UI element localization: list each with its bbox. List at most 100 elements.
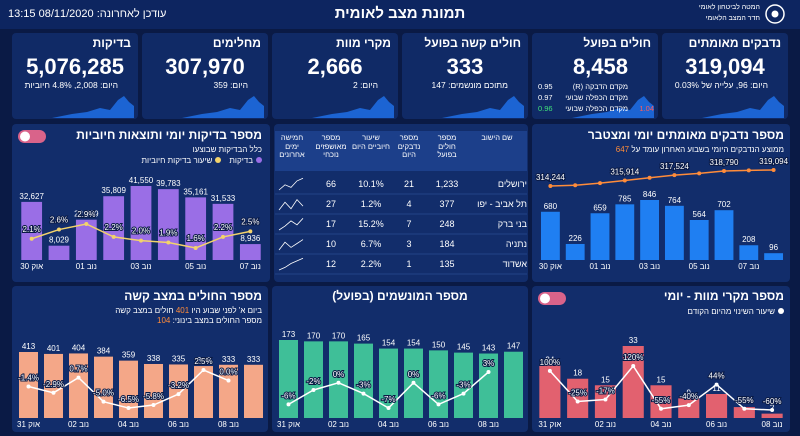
bar-value-label: 325 [197,356,211,365]
x-tick-label: נוב 02 [68,420,89,429]
kpi-subtitle: היום: 96, עלייה של 0.03% [674,80,768,90]
kpi-sparkline [52,96,134,118]
line-value-label: 0.7% [69,365,87,374]
line-point [548,184,553,188]
bar-value-label: 154 [382,339,396,348]
bar [44,353,63,418]
line-point [336,380,341,385]
bar [640,200,660,260]
chart-note: ממוצע הנדבקים היומי בשבוע האחרון עומד על… [616,145,784,154]
org-name: המטה לביטחון לאומי [698,4,760,11]
line-point [622,178,627,183]
kpi-title: בדיקות [92,36,131,50]
x-tick-label: נוב 04 [650,420,671,429]
chart-title: מספר נדבקים מאומתים יומי ומצטבר [587,128,784,142]
org-name: חדר המצב הלאומי [705,15,760,22]
kpi-card [272,33,398,119]
line-point [631,364,636,368]
line-point [722,169,726,174]
bar-value-label: 35,809 [101,186,126,195]
kpi-metric-label: מקדם הכפלה שבועי [565,93,628,102]
line-point [575,399,580,404]
x-tick-label: נוב 06 [168,420,189,429]
x-tick-label: נוב 01 [76,262,97,271]
line-point [126,406,131,410]
bar-value-label: 147 [507,342,521,351]
bar-value-label: 208 [742,235,756,244]
kpi-title: נדבקים מאומתים [688,36,781,50]
toggle-knob [540,293,550,304]
kpi-card [532,33,658,119]
line-point [386,406,391,410]
legend-swatch [256,157,262,163]
x-tick-label: נוב 05 [185,262,206,271]
bar [706,394,728,418]
table-cell: 4 [406,199,412,209]
table-cell: 27 [325,199,336,209]
note-part: כלל הבדיקות שבוצעו [192,145,262,154]
line-value-label: 2.2% [105,223,123,232]
line-point [771,168,776,172]
x-tick-label: אוק 30 [20,262,43,271]
bar-value-label: 359 [122,351,136,360]
line-point [697,171,702,176]
note-part: ממוצע הנדבקים היומי בשבוע האחרון עומד על [631,145,784,154]
bar [94,356,113,418]
bar [761,413,783,418]
bar-value-label: 659 [593,203,607,212]
bar-value-label: 170 [332,331,346,340]
kpi-value: 319,094 [685,54,765,79]
line-point [573,183,578,188]
x-tick-label: נוב 04 [118,420,139,429]
bar [212,203,234,260]
legend-swatch [778,308,784,314]
line-value-label: 2.9% [77,210,95,219]
bar-value-label: 150 [432,340,446,349]
line-value-label: 317,524 [660,162,689,171]
line-value-label: -7% [381,395,395,404]
x-tick-label: נוב 01 [589,262,610,271]
line-value-label: 2.0% [132,227,150,236]
x-tick-label: נוב 08 [762,420,783,429]
kpi-metric-value: 1.04 [639,104,654,113]
table-cell: 6.7% [360,239,382,249]
bar-value-label: 165 [357,334,371,343]
trend-sparkline [278,257,304,271]
bar [504,351,523,418]
line-value-label: -6% [281,391,295,400]
bar-value-label: 18 [573,369,582,378]
line-value-label: 2.5% [241,217,259,226]
kpi-card [662,33,788,119]
x-tick-label: אוק 31 [277,420,300,429]
bar [194,366,213,418]
x-tick-label: נוב 02 [595,420,616,429]
bar [239,244,261,260]
line-point [29,236,34,241]
bar-value-label: 401 [47,344,61,353]
bar-value-label: 846 [643,190,657,199]
header-bar [0,0,800,29]
legend: בדיקות שיעור בדיקות חיוביות [133,156,262,165]
bar [103,196,125,260]
note-part: 401 [175,306,190,315]
legend-swatch [215,157,222,163]
note-part: 647 [615,145,630,154]
line-value-label: 315,914 [610,167,639,176]
table-cell: 248 [439,219,455,229]
legend: שיעור השינוי מהיום הקודם [680,307,784,316]
line-point [101,399,106,404]
bar-value-label: 11 [712,384,721,393]
kpi-metric-value: 0.96 [538,104,553,113]
line-value-label: 314,244 [536,173,565,182]
bar-value-label: 145 [457,343,471,352]
table-cell: 66 [325,179,336,189]
legend-label: בדיקות [229,156,253,165]
bar-value-label: 338 [147,354,161,363]
bar-value-label: 564 [693,210,707,219]
bar [454,352,473,418]
bar [739,245,759,260]
line-value-label: 44% [709,372,725,381]
line-point [647,175,652,180]
kpi-value: 8,458 [572,54,628,79]
